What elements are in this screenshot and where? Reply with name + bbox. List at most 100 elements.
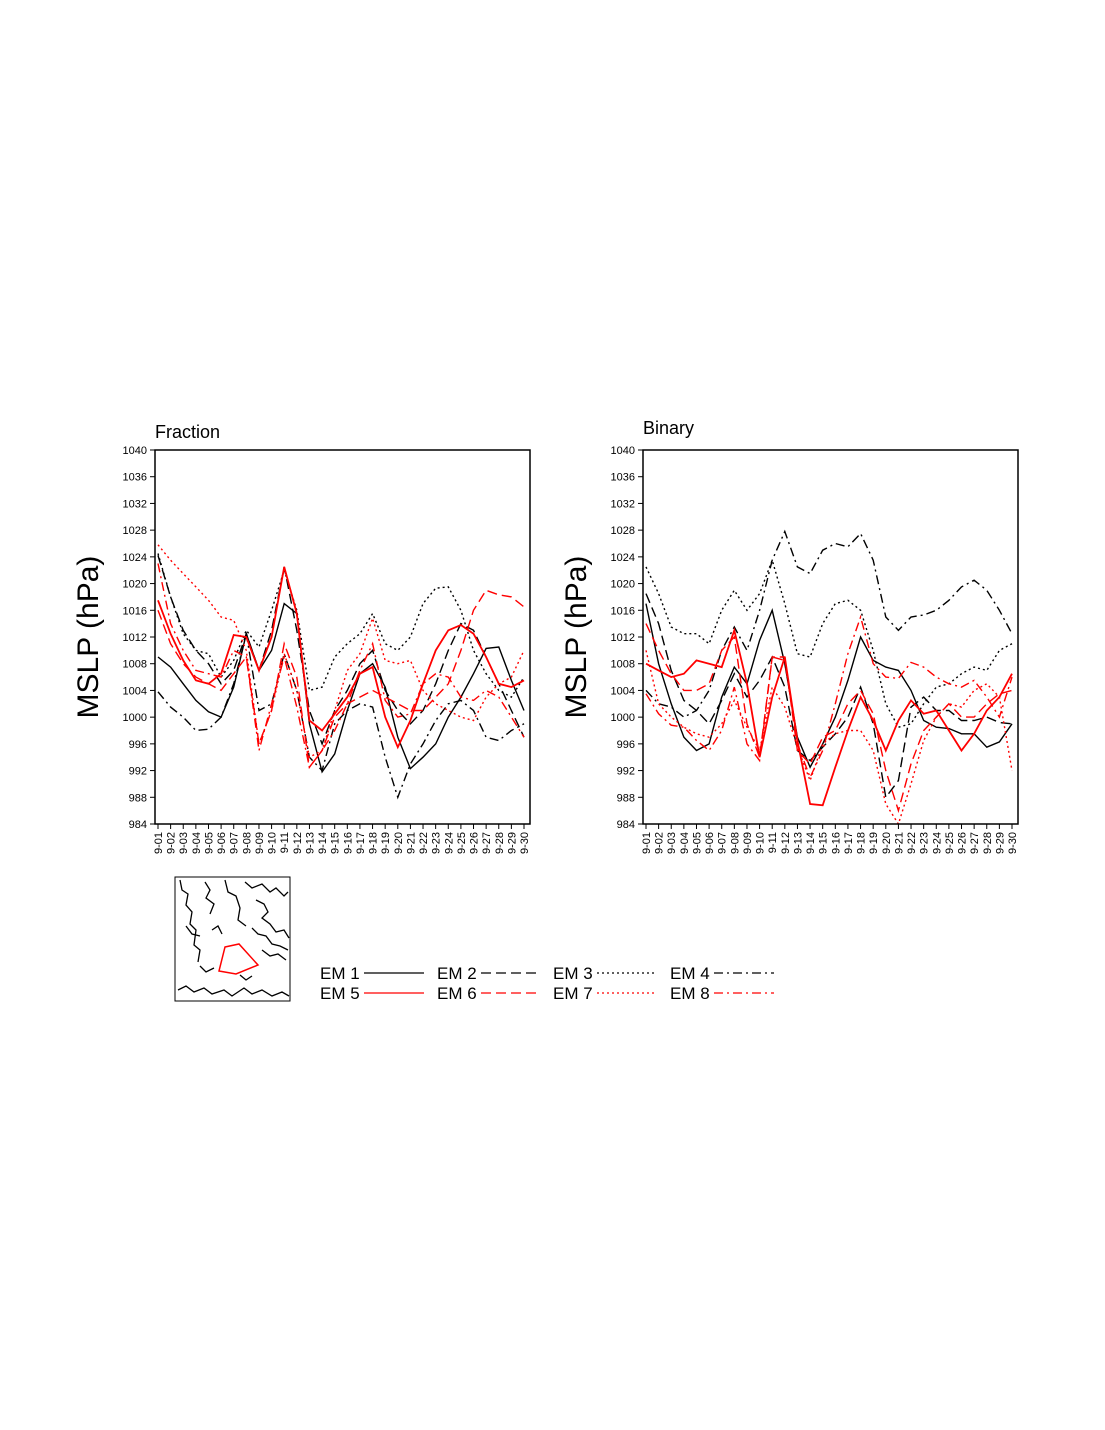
- chart-panel-binary: Binary 984 988 992 996 1000 1004 1008 1012 1016 1…: [560, 418, 1019, 854]
- y-tick-label: 1008: [611, 659, 635, 671]
- legend-item-em-4: EM 4: [670, 964, 774, 983]
- x-tick-label: 9-16: [830, 832, 842, 854]
- x-tick-label: 9-02: [654, 832, 666, 854]
- y-tick-label: 1008: [123, 659, 147, 671]
- x-tick-label: 9-14: [805, 832, 817, 854]
- x-tick-label: 9-15: [818, 832, 830, 854]
- x-tick-label: 9-11: [767, 832, 779, 853]
- x-tick-label: 9-27: [969, 832, 981, 854]
- y-tick-label: 996: [129, 739, 147, 751]
- plot-frame: [154, 449, 531, 825]
- y-tick-label: 1036: [123, 472, 147, 484]
- y-tick-label: 1004: [123, 685, 147, 697]
- x-tick-label: 9-13: [792, 832, 804, 854]
- chart-title-binary: Binary: [643, 418, 694, 438]
- y-tick-label: 1004: [611, 685, 635, 697]
- y-tick-label: 1032: [123, 498, 147, 510]
- x-tick-label: 9-07: [717, 832, 729, 854]
- x-tick-label: 9-27: [481, 832, 493, 854]
- x-tick-label: 9-08: [729, 832, 741, 854]
- x-tick-label: 9-06: [704, 832, 716, 854]
- chart-panel-fraction: Fraction 984 988 992 996 1000 1004 1008 1012 101…: [72, 422, 531, 854]
- series-line-em-3: [645, 557, 1013, 729]
- x-tick-label: 9-22: [418, 832, 430, 854]
- x-tick-label: 9-01: [641, 832, 653, 854]
- x-tick-label: 9-23: [431, 832, 443, 854]
- x-tick-label: 9-12: [292, 832, 304, 854]
- y-tick-label: 988: [129, 792, 147, 804]
- x-tick-label: 9-15: [330, 832, 342, 854]
- x-tick-label: 9-07: [229, 832, 241, 854]
- x-tick-label: 9-10: [267, 832, 279, 854]
- y-axis-label: MSLP (hPa): [560, 556, 593, 719]
- y-tick-label: 1036: [611, 472, 635, 484]
- legend-label: EM 4: [670, 964, 710, 983]
- y-tick-label: 1040: [611, 445, 635, 457]
- inset-region-outline: [218, 943, 260, 975]
- y-tick-label: 1024: [123, 552, 147, 564]
- y-tick-label: 1000: [123, 712, 147, 724]
- series-line-em-4: [645, 529, 1013, 718]
- x-tick-label: 9-28: [494, 832, 506, 854]
- x-tick-label: 9-18: [856, 832, 868, 854]
- x-tick-label: 9-25: [944, 832, 956, 854]
- y-tick-label: 996: [617, 739, 635, 751]
- x-tick-label: 9-23: [919, 832, 931, 854]
- legend-item-em-8: EM 8: [670, 984, 774, 1003]
- x-tick-label: 9-29: [994, 832, 1006, 854]
- series-line-em-5: [157, 566, 525, 750]
- legend-label: EM 1: [320, 964, 360, 983]
- legend-label: EM 7: [553, 984, 593, 1003]
- legend-label: EM 3: [553, 964, 593, 983]
- x-tick-label: 9-16: [342, 832, 354, 854]
- x-tick-label: 9-02: [166, 832, 178, 854]
- x-tick-label: 9-19: [380, 832, 392, 854]
- x-tick-label: 9-17: [355, 832, 367, 854]
- series-line-em-6: [157, 589, 525, 769]
- legend-label: EM 2: [437, 964, 477, 983]
- x-tick-label: 9-05: [691, 832, 703, 854]
- x-tick-label: 9-21: [405, 832, 417, 854]
- x-tick-label: 9-26: [469, 832, 481, 854]
- series-line-em-4: [157, 633, 525, 800]
- y-tick-label: 1000: [611, 712, 635, 724]
- x-tick-label: 9-18: [368, 832, 380, 854]
- x-tick-label: 9-05: [203, 832, 215, 854]
- legend-label: EM 6: [437, 984, 477, 1003]
- y-axis-label: MSLP (hPa): [72, 556, 105, 719]
- legend-item-em-1: EM 1: [320, 964, 424, 983]
- x-tick-label: 9-04: [679, 832, 691, 854]
- series-line-em-1: [157, 602, 525, 774]
- x-tick-label: 9-06: [216, 832, 228, 854]
- y-tick-label: 984: [129, 819, 147, 831]
- x-tick-label: 9-20: [881, 832, 893, 854]
- series-group: [157, 544, 525, 800]
- series-line-em-7: [645, 650, 1013, 824]
- x-tick-label: 9-30: [519, 832, 531, 854]
- x-tick-label: 9-04: [191, 832, 203, 854]
- x-tick-label: 9-03: [666, 832, 678, 854]
- x-tick-label: 9-30: [1007, 832, 1019, 854]
- x-tick-label: 9-09: [254, 832, 266, 854]
- x-tick-label: 9-03: [178, 832, 190, 854]
- x-tick-label: 9-10: [755, 832, 767, 854]
- x-tick-label: 9-20: [393, 832, 405, 854]
- chart-title-fraction: Fraction: [155, 422, 220, 442]
- series-line-em-2: [645, 593, 1013, 800]
- series-line-em-7: [157, 544, 525, 759]
- series-group: [645, 529, 1013, 824]
- x-tick-label: 9-09: [742, 832, 754, 854]
- x-tick-label: 9-24: [443, 832, 455, 854]
- legend-item-em-2: EM 2: [437, 964, 541, 983]
- x-tick-label: 9-29: [506, 832, 518, 854]
- x-tick-label: 9-19: [868, 832, 880, 854]
- legend-label: EM 5: [320, 984, 360, 1003]
- y-tick-label: 992: [129, 766, 147, 778]
- y-tick-label: 1016: [611, 605, 635, 617]
- x-tick-label: 9-17: [843, 832, 855, 854]
- y-tick-label: 1020: [611, 579, 635, 591]
- series-line-em-2: [157, 555, 525, 746]
- series-line-em-5: [645, 627, 1013, 807]
- y-tick-label: 1020: [123, 579, 147, 591]
